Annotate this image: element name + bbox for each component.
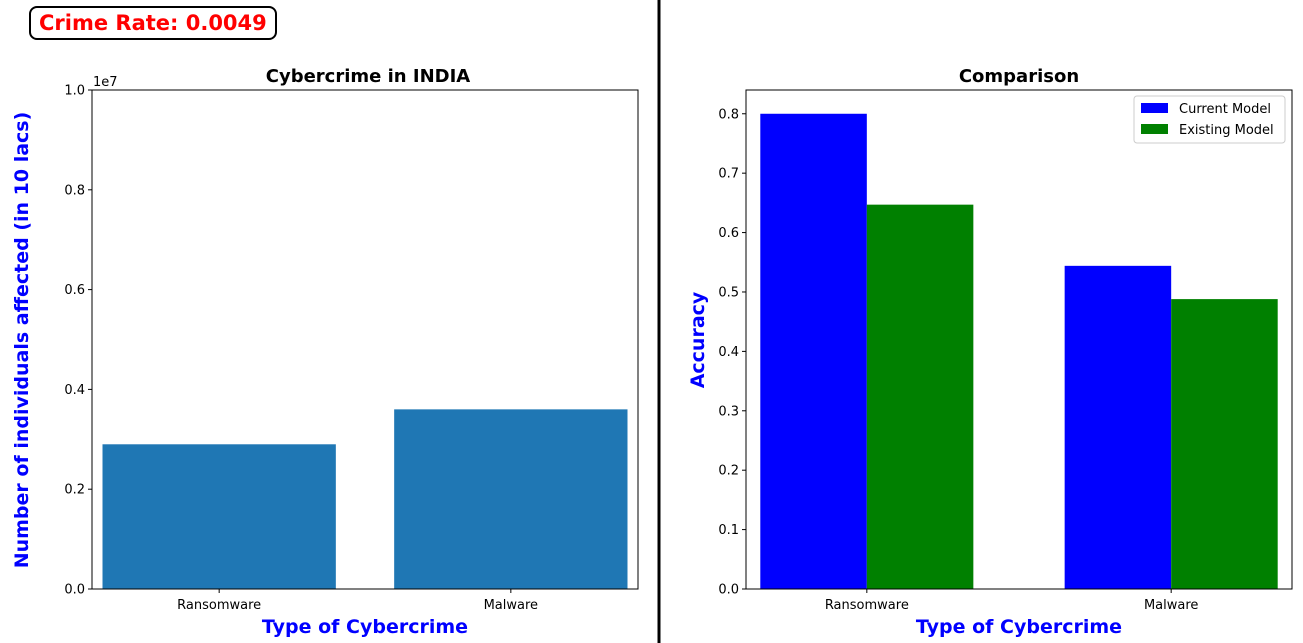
chart-cybercrime-india: Cybercrime in INDIA 1e7 Type of Cybercri… [11,66,639,638]
plot-frame [745,89,1293,590]
bar [394,409,628,589]
y-tick-label: 0.2 [64,483,85,498]
y-tick-label: 0.2 [718,464,739,479]
y-axis-offset: 1e7 [93,75,118,90]
x-axis-ticks: Ransomware Malware [825,589,1198,613]
y-tick-label: 0.4 [64,383,85,398]
chart-title: Comparison [959,66,1079,87]
y-tick-label: 0.6 [718,226,739,241]
y-tick-label: 0.7 [718,167,739,182]
y-tick-label: 0.8 [64,183,85,198]
y-axis-label: Number of individuals affected (in 10 la… [11,112,33,569]
x-axis-label: Type of Cybercrime [262,616,468,638]
legend-swatch [1141,103,1168,113]
bar [1064,265,1172,589]
y-tick-label: 0.6 [64,283,85,298]
y-axis-ticks: 0.0 0.2 0.4 0.6 0.8 1.0 [64,84,92,598]
y-tick-label: 0.3 [718,404,739,419]
legend-label: Existing Model [1179,123,1274,138]
y-tick-label: 0.5 [718,285,739,300]
bar [760,113,867,589]
y-tick-label: 1.0 [64,84,85,99]
y-tick-label: 0.0 [718,583,739,598]
legend-swatch [1141,124,1168,134]
y-tick-label: 0.1 [718,523,739,538]
x-tick-label: Malware [1144,598,1198,613]
x-tick-label: Malware [484,598,538,613]
y-axis-label: Accuracy [687,291,709,388]
chart-title: Cybercrime in INDIA [266,66,471,87]
bar [1171,299,1278,589]
x-tick-label: Ransomware [825,598,909,613]
chart-comparison: Comparison Type of Cybercrime Accuracy 0… [687,66,1293,638]
legend-label: Current Model [1179,102,1271,117]
y-tick-label: 0.0 [64,583,85,598]
y-tick-label: 0.8 [718,107,739,122]
bars [102,409,628,589]
crime-rate-badge: Crime Rate: 0.0049 [29,6,277,40]
bar [102,444,336,589]
y-tick-label: 0.4 [718,345,739,360]
x-tick-label: Ransomware [177,598,261,613]
bars [760,113,1278,589]
plot-frame [91,89,639,590]
x-axis-ticks: Ransomware Malware [177,589,538,613]
legend-box [1133,95,1286,144]
legend: Current Model Existing Model [1133,95,1286,144]
x-axis-label: Type of Cybercrime [916,616,1122,638]
bar [866,204,974,589]
y-axis-ticks: 0.0 0.1 0.2 0.3 0.4 0.5 0.6 0.7 0.8 [718,107,746,598]
